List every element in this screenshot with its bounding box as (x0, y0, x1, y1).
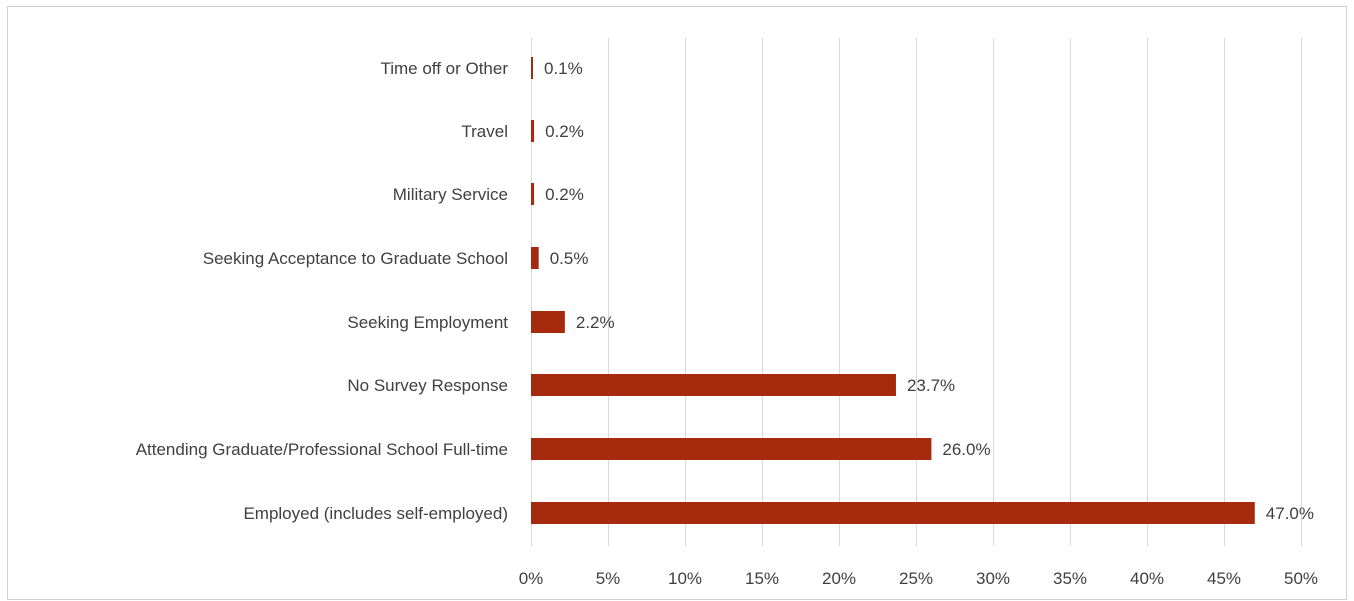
bar (531, 311, 565, 333)
x-tick-label: 45% (1207, 569, 1241, 588)
chart-frame (7, 6, 1347, 600)
bar (531, 502, 1255, 524)
category-label: Seeking Employment (347, 313, 508, 332)
x-tick-label: 50% (1284, 569, 1318, 588)
x-tick-label: 15% (745, 569, 779, 588)
category-label: Seeking Acceptance to Graduate School (203, 249, 508, 268)
data-label: 47.0% (1266, 504, 1314, 523)
data-label: 0.2% (545, 185, 584, 204)
value-labels: 47.0% 26.0% 23.7% 2.2% 0.5% 0.2% 0.2% 0.1% (544, 59, 1314, 523)
data-label: 26.0% (942, 440, 990, 459)
category-label: Military Service (393, 185, 508, 204)
bar (531, 57, 533, 79)
category-label: Attending Graduate/Professional School F… (136, 440, 508, 459)
x-tick-label: 20% (822, 569, 856, 588)
bars (531, 57, 1255, 524)
x-tick-label: 5% (596, 569, 621, 588)
category-label: No Survey Response (347, 376, 508, 395)
x-tick-label: 35% (1053, 569, 1087, 588)
category-label: Time off or Other (380, 59, 508, 78)
category-label: Travel (461, 122, 508, 141)
x-tick-label: 25% (899, 569, 933, 588)
bar (531, 247, 539, 269)
bar (531, 374, 896, 396)
x-tick-label: 10% (668, 569, 702, 588)
x-tick-label: 30% (976, 569, 1010, 588)
category-label: Employed (includes self-employed) (243, 504, 508, 523)
bar (531, 183, 535, 205)
data-label: 0.5% (550, 249, 589, 268)
category-labels: Employed (includes self-employed) Attendi… (136, 59, 509, 523)
x-tick-label: 40% (1130, 569, 1164, 588)
x-tick-label: 0% (519, 569, 544, 588)
gridlines (531, 38, 1302, 546)
data-label: 23.7% (907, 376, 955, 395)
x-axis-tick-labels: 0% 5% 10% 15% 20% 25% 30% 35% 40% 45% 50% (519, 569, 1318, 588)
data-label: 0.2% (545, 122, 584, 141)
bar (531, 120, 535, 142)
data-label: 2.2% (576, 313, 615, 332)
data-label: 0.1% (544, 59, 583, 78)
bar (531, 438, 932, 460)
